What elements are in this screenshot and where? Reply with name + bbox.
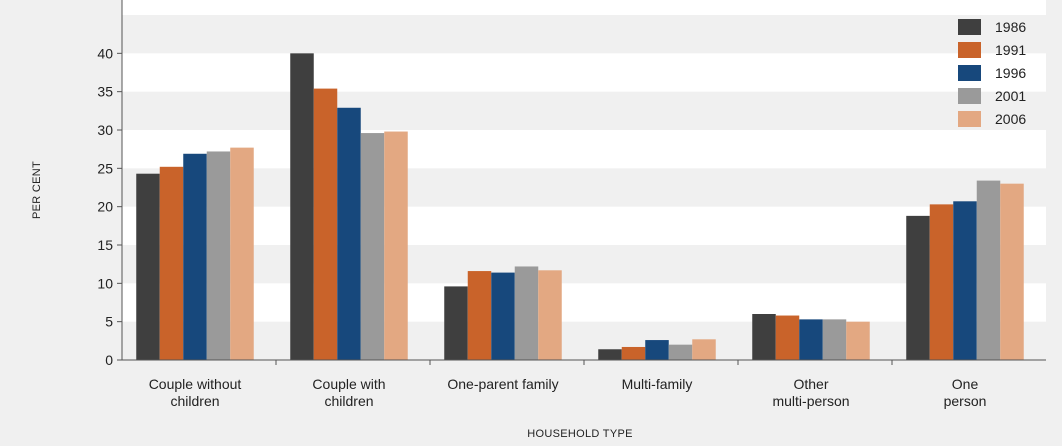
bar-2001 [206,151,231,360]
category-label: Multi-family [622,376,693,392]
bar-2006 [230,147,254,360]
bar-1996 [491,272,515,360]
category-label: Other multi-person [772,376,849,409]
legend-label: 1996 [995,65,1026,81]
bar-1986 [598,349,622,360]
bar-1991 [621,346,646,360]
y-tick-label: 20 [97,199,113,215]
bar-2006 [384,131,408,360]
y-tick-label: 0 [105,352,113,368]
grid-band [122,0,1046,15]
legend-swatch-1986 [958,19,981,35]
legend-label: 1991 [995,42,1026,58]
bar-1986 [752,314,776,360]
y-axis-title: PER CENT [31,161,43,219]
bar-1996 [645,340,669,360]
bar-2006 [1000,183,1024,360]
legend-label: 2001 [995,88,1026,104]
legend-label: 2006 [995,111,1026,127]
bar-1996 [337,107,361,361]
grid-band [122,130,1046,169]
y-tick-label: 35 [97,84,113,100]
legend-swatch-1996 [958,65,981,81]
bar-1996 [953,201,977,360]
axes-layer: 0 5 10 15 20 25 30 35 40 Couple without children Co… [97,0,1046,409]
bar-1996 [799,319,823,360]
y-tick-label: 10 [97,275,113,291]
y-tick-label: 40 [97,45,113,61]
bar-2001 [668,344,693,360]
bar-1986 [136,173,160,360]
bar-2001 [976,180,1001,360]
grid-band [122,283,1046,322]
category-label: One-parent family [447,376,558,392]
bar-1991 [159,166,184,360]
bar-1986 [906,215,930,360]
y-tick-label: 30 [97,122,113,138]
bar-2006 [846,321,870,360]
y-tick-label: 25 [97,160,113,176]
category-label: Couple with children [312,376,385,409]
grid-band [122,53,1046,92]
bar-2001 [822,319,847,360]
bar-1991 [775,315,800,360]
bar-1986 [444,286,468,360]
bars-layer [136,53,1024,361]
bar-1991 [929,204,954,360]
bar-2001 [360,133,385,360]
bar-1991 [313,88,338,360]
legend-swatch-2001 [958,88,981,104]
legend: 1986 1991 1996 2001 2006 [958,19,1026,127]
bar-2006 [538,270,562,360]
bar-2001 [514,266,539,360]
legend-swatch-1991 [958,42,981,58]
y-tick-label: 5 [105,314,113,330]
bar-1986 [290,53,314,360]
grid-bands [122,0,1046,322]
bar-1996 [183,153,207,360]
legend-swatch-2006 [958,111,981,127]
category-label: One person [944,376,987,409]
grid-band [122,206,1046,245]
category-label: Couple without children [149,376,242,409]
bar-1991 [467,271,492,360]
bar-2006 [692,339,716,360]
legend-label: 1986 [995,19,1026,35]
x-axis-title: HOUSEHOLD TYPE [527,428,632,440]
y-tick-label: 15 [97,237,113,253]
